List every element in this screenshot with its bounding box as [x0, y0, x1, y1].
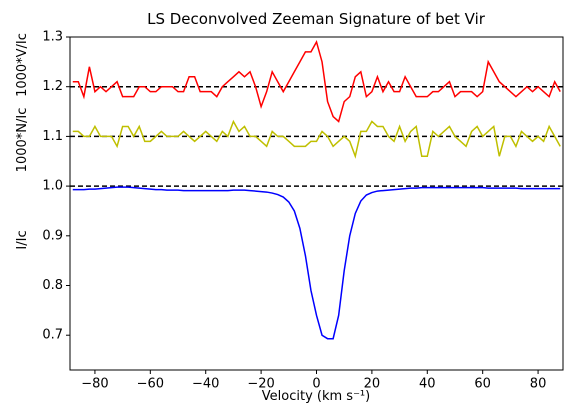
x-axis-label: Velocity (km s⁻¹): [262, 389, 370, 404]
y-tick-label: 1.1: [42, 129, 63, 144]
x-tick-label: 80: [530, 377, 547, 392]
x-tick-label: −20: [247, 377, 274, 392]
x-tick-label: 60: [474, 377, 491, 392]
y-tick-label: 0.9: [42, 228, 63, 243]
x-tick-label: 40: [419, 377, 436, 392]
x-tick-label: −60: [137, 377, 164, 392]
y-axis-label: 1000*N/Ic: [15, 108, 30, 173]
y-tick-label: 1.0: [42, 179, 63, 194]
y-tick-label: 1.3: [42, 30, 63, 45]
data-line: [72, 40, 561, 123]
y-tick-label: 1.2: [42, 79, 63, 94]
y-tick-label: 0.7: [42, 328, 63, 343]
plot-area: [70, 40, 563, 340]
x-tick-label: 20: [364, 377, 381, 392]
y-axis-label: 1000*V/Ic: [15, 33, 30, 97]
x-tick-label: −80: [81, 377, 108, 392]
x-tick-label: 0: [312, 377, 320, 392]
x-tick-label: −40: [192, 377, 219, 392]
data-line: [72, 186, 561, 340]
y-tick-label: 0.8: [42, 278, 63, 293]
chart-title: LS Deconvolved Zeeman Signature of bet V…: [147, 10, 486, 28]
data-line: [72, 119, 561, 159]
y-axis-label: I/Ic: [15, 230, 30, 249]
